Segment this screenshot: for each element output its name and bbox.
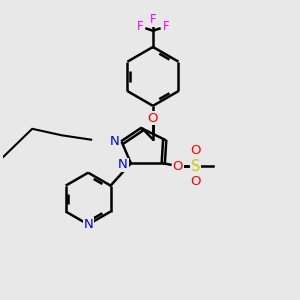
Text: O: O (173, 160, 183, 173)
Text: F: F (150, 13, 156, 26)
Text: F: F (163, 20, 169, 33)
Text: S: S (191, 159, 200, 174)
Text: N: N (109, 135, 119, 148)
Text: O: O (148, 112, 158, 125)
Text: O: O (190, 175, 201, 188)
Text: O: O (190, 144, 201, 158)
Text: N: N (118, 158, 128, 171)
Text: N: N (83, 218, 93, 231)
Text: F: F (136, 20, 143, 33)
